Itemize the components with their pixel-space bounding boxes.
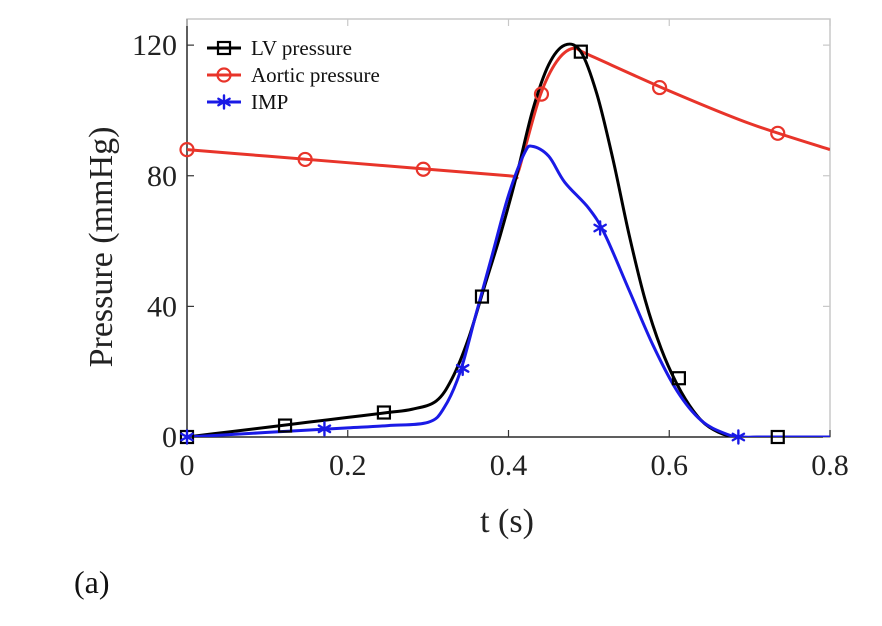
legend-label: IMP	[251, 90, 288, 114]
x-tick-label: 0.2	[329, 449, 367, 482]
legend-item-aortic-pressure: Aortic pressure	[207, 63, 380, 87]
marker-lv-pressure	[671, 371, 686, 386]
legend-marker	[217, 94, 231, 110]
marker-lv-pressure	[573, 44, 588, 59]
marker-aortic-pressure	[179, 142, 195, 158]
marker-imp	[731, 429, 746, 445]
marker-aortic-pressure	[415, 161, 431, 177]
marker-imp	[593, 220, 607, 236]
x-tick-label: 0	[180, 449, 195, 482]
marker-aortic-pressure	[533, 86, 550, 102]
legend-marker	[216, 40, 232, 56]
marker-lv-pressure	[474, 289, 490, 304]
series-line-imp	[187, 144, 830, 437]
y-tick-label: 0	[162, 421, 177, 454]
marker-aortic-pressure	[770, 125, 786, 141]
marker-aortic-pressure	[297, 151, 313, 168]
marker-aortic-pressure	[652, 79, 668, 96]
y-tick-label: 120	[132, 29, 177, 62]
y-tick-label: 40	[147, 290, 177, 323]
marker-imp	[455, 360, 470, 377]
legend-item-imp: IMP	[207, 90, 288, 114]
marker-lv-pressure	[376, 405, 392, 420]
marker-imp	[180, 429, 194, 445]
marker-imp	[317, 421, 332, 437]
x-axis-title: t (s)	[480, 503, 534, 540]
x-tick-label: 0.8	[811, 449, 849, 482]
tick-labels: 0 0.2 0.4 0.6 0.8 0 40 80 120	[132, 29, 849, 482]
x-tick-label: 0.6	[651, 449, 689, 482]
series-line-lv-pressure	[187, 42, 830, 437]
axes	[186, 18, 831, 438]
legend-label: LV pressure	[251, 36, 352, 60]
marker-lv-pressure	[770, 429, 785, 445]
series-markers	[179, 44, 786, 445]
series-line-aortic-pressure	[187, 46, 830, 180]
legend: LV pressure Aortic pressure IMP	[207, 36, 380, 114]
legend-item-lv-pressure: LV pressure	[207, 36, 352, 60]
y-axis-title: Pressure (mmHg)	[83, 127, 120, 368]
x-tick-label: 0.4	[490, 449, 528, 482]
marker-lv-pressure	[277, 418, 293, 433]
legend-label: Aortic pressure	[251, 63, 380, 87]
series-lines	[187, 42, 830, 437]
panel-label: (a)	[74, 564, 110, 600]
legend-marker	[216, 67, 232, 83]
y-tick-label: 80	[147, 160, 177, 193]
